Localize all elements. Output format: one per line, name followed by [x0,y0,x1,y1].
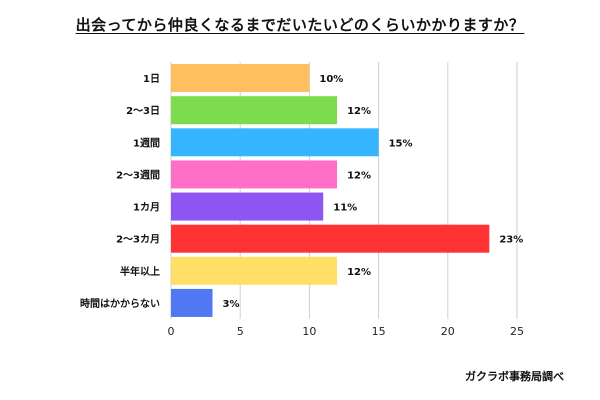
value-label: 12% [347,267,371,278]
category-label: 1日 [143,73,160,85]
category-label: 時間はかからない [80,297,160,310]
x-tick-label: 20 [441,325,455,338]
value-label: 3% [223,299,240,310]
category-label: 2〜3カ月 [116,234,160,246]
bar [171,224,490,253]
bar [171,96,338,125]
chart-title: 出会ってから仲良くなるまでだいたいどのくらいかかりますか？ [75,16,525,34]
category-label: 1カ月 [133,202,160,214]
value-label: 10% [319,74,343,85]
bar [171,256,338,285]
value-label: 12% [347,106,371,117]
category-label: 2〜3週間 [116,169,160,181]
bar [171,192,324,221]
x-tick-label: 25 [510,325,524,338]
bar [171,64,310,93]
category-label: 半年以上 [120,265,160,278]
x-tick-label: 10 [302,325,316,338]
bar [171,160,338,189]
category-label: 1週間 [133,137,160,149]
value-label: 11% [333,203,357,214]
category-label: 2〜3日 [126,105,160,117]
value-label: 23% [499,235,523,246]
bar [171,288,213,317]
value-label: 15% [389,138,413,149]
bar [171,128,379,157]
x-tick-label: 5 [237,325,244,338]
source-note: ガクラボ事務局調べ [465,370,564,383]
x-tick-label: 0 [168,325,175,338]
x-tick-label: 15 [372,325,386,338]
value-label: 12% [347,170,371,181]
